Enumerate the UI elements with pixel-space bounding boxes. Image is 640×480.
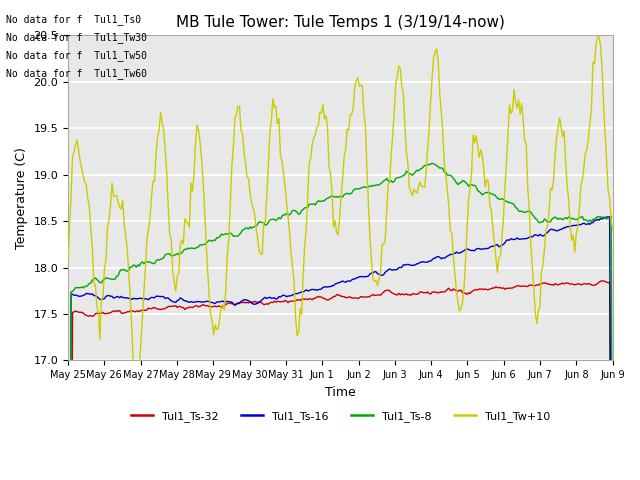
Title: MB Tule Tower: Tule Temps 1 (3/19/14-now): MB Tule Tower: Tule Temps 1 (3/19/14-now… — [176, 15, 505, 30]
Text: No data for f  Tul1_Ts0: No data for f Tul1_Ts0 — [6, 13, 141, 24]
Legend: Tul1_Ts-32, Tul1_Ts-16, Tul1_Ts-8, Tul1_Tw+10: Tul1_Ts-32, Tul1_Ts-16, Tul1_Ts-8, Tul1_… — [126, 407, 554, 426]
X-axis label: Time: Time — [325, 386, 356, 399]
Text: No data for f  Tul1_Tw50: No data for f Tul1_Tw50 — [6, 50, 147, 61]
Y-axis label: Temperature (C): Temperature (C) — [15, 147, 28, 249]
Text: No data for f  Tul1_Tw30: No data for f Tul1_Tw30 — [6, 32, 147, 43]
Text: No data for f  Tul1_Tw60: No data for f Tul1_Tw60 — [6, 68, 147, 79]
